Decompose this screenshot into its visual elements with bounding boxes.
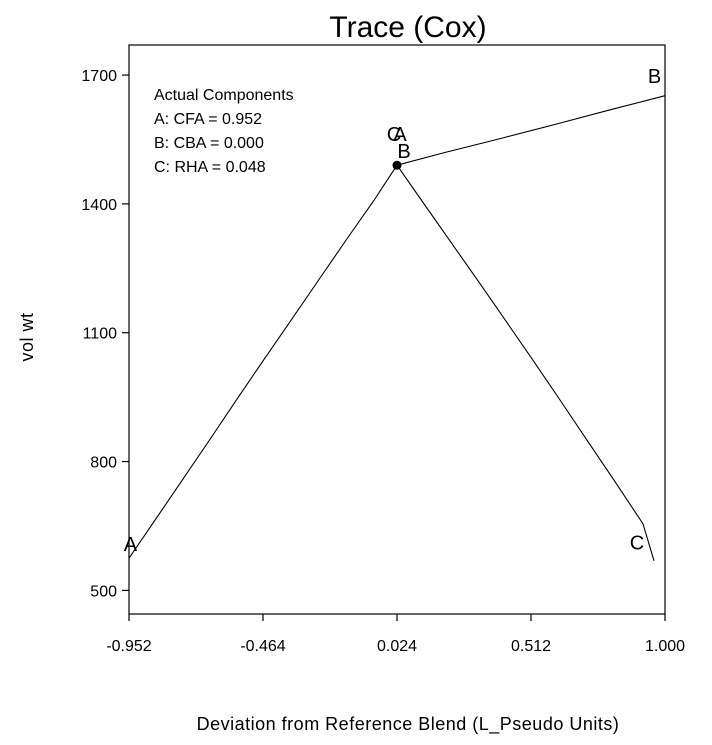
reference-label-a: A [393, 124, 407, 146]
x-tick-label: -0.952 [106, 638, 151, 655]
legend-item-c: C: RHA = 0.048 [154, 159, 266, 176]
reference-label-c: C [387, 124, 401, 146]
x-tick-label: 0.512 [511, 638, 551, 655]
legend: Actual Components A: CFA = 0.952 B: CBA … [154, 87, 294, 176]
legend-item-a: A: CFA = 0.952 [154, 111, 262, 128]
trace-line-b [396, 95, 666, 166]
trace-label-a: A [124, 534, 138, 556]
y-tick-label: 500 [90, 583, 117, 600]
y-tick-label: 800 [90, 455, 117, 472]
trace-line-c [396, 164, 655, 561]
reference-point [392, 160, 402, 170]
trace-label-b: B [648, 66, 661, 88]
trace-line-a [128, 164, 398, 559]
series-layer: ABC [124, 66, 666, 561]
y-tick-label: 1400 [81, 197, 117, 214]
x-tick-label: 1.000 [645, 638, 685, 655]
reference-point-layer: CAB [387, 124, 411, 170]
y-tick-label: 1100 [83, 326, 118, 343]
x-axis: -0.952 -0.464 0.024 0.512 1.000 [106, 614, 685, 655]
legend-title: Actual Components [154, 87, 294, 104]
chart-title: Trace (Cox) [329, 11, 486, 44]
reference-label-b: B [397, 141, 410, 163]
y-axis: 500 800 1100 1400 1700 [81, 68, 129, 600]
trace-label-c: C [630, 533, 644, 555]
x-axis-label: Deviation from Reference Blend (L_Pseudo… [197, 714, 620, 735]
x-tick-label: -0.464 [240, 638, 285, 655]
x-tick-label: 0.024 [377, 638, 417, 655]
y-tick-label: 1700 [81, 68, 117, 85]
y-axis-label: vol wt [17, 312, 37, 361]
legend-item-b: B: CBA = 0.000 [154, 135, 264, 152]
